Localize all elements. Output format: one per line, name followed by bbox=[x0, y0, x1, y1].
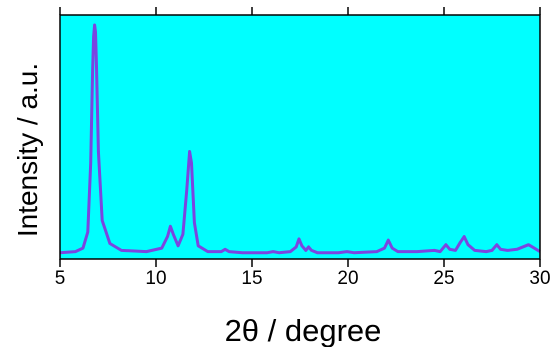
x-tick-label: 20 bbox=[337, 268, 358, 289]
y-axis-title: Intensity / a.u. bbox=[12, 63, 43, 237]
x-axis-title: 2θ / degree bbox=[225, 313, 382, 347]
x-axis-tick-labels: 5 10 15 20 25 30 bbox=[55, 268, 551, 289]
plot-area bbox=[60, 15, 540, 259]
plot-frame bbox=[59, 14, 541, 260]
x-axis-ticks bbox=[59, 7, 541, 267]
x-tick-label: 30 bbox=[529, 268, 550, 289]
x-tick-label: 10 bbox=[145, 268, 166, 289]
diffraction-pattern-line bbox=[59, 23, 541, 255]
x-tick-label: 25 bbox=[433, 268, 454, 289]
x-tick-label: 5 bbox=[55, 268, 66, 289]
x-tick-label: 15 bbox=[241, 268, 262, 289]
